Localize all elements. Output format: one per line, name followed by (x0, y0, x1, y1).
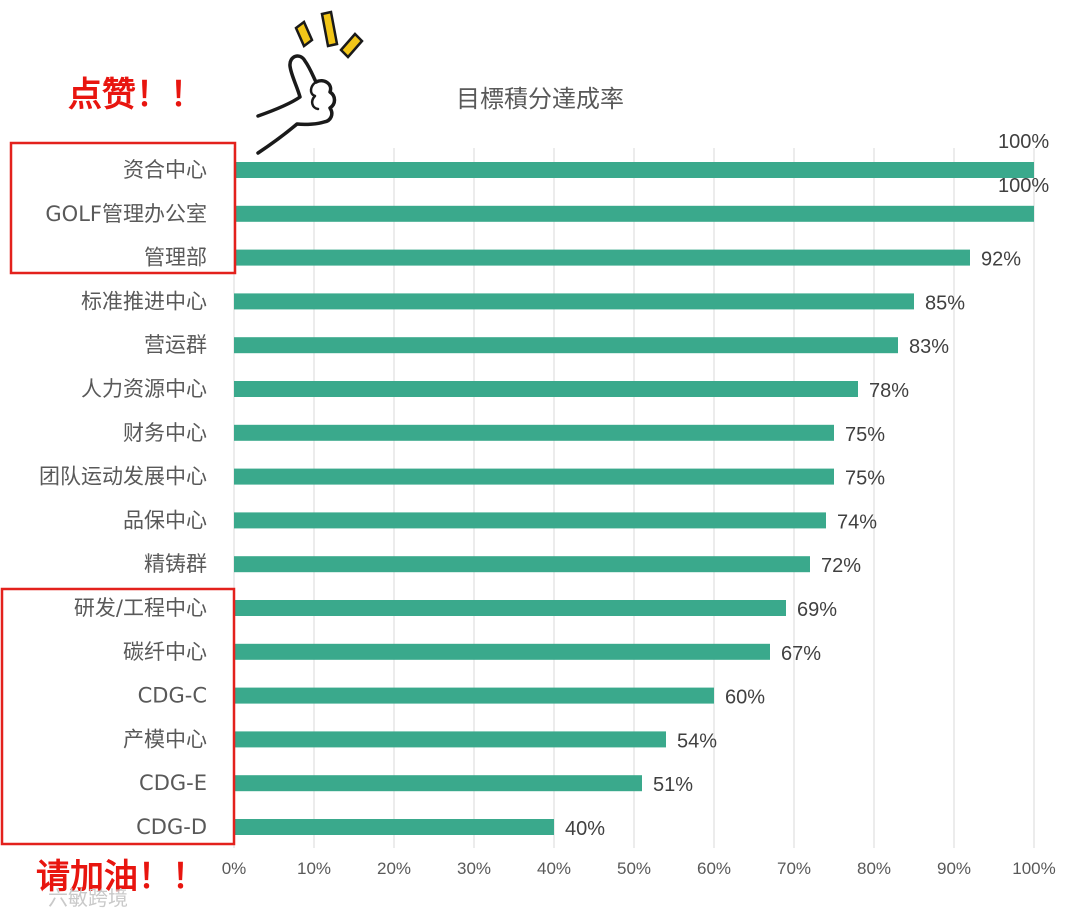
x-tick-label-50: 50% (617, 859, 651, 878)
value-label-12: 60% (725, 687, 765, 709)
chart-title: 目標積分達成率 (456, 85, 624, 113)
category-label-7: 团队运动发展中心 (39, 465, 207, 489)
x-tick-label-60: 60% (697, 859, 731, 878)
value-label-13: 54% (677, 730, 717, 752)
bar-7 (234, 468, 834, 485)
thumbs-up-hand-outline (256, 54, 337, 155)
bar-13 (234, 731, 666, 748)
bar-5 (234, 381, 858, 397)
sparkle-mark-middle (320, 10, 339, 48)
category-label-15: CDG-D (136, 815, 207, 839)
x-axis-tick-labels: 0% 10% 20% 30% 40% 50% 60% 70% 80% 90% 100% (222, 859, 1056, 878)
bar-4 (234, 337, 898, 354)
praise-callout: 点赞！！ (68, 75, 204, 115)
category-label-13: 产模中心 (123, 727, 207, 751)
bar-0 (234, 162, 1034, 178)
value-labels: 100% 100% 92% 85% 83%78% 75% 75% 74% 72% 69% 67% 60… (565, 131, 1049, 840)
value-label-9: 72% (821, 555, 861, 577)
sparkle-mark-right (339, 32, 364, 59)
value-label-8: 74% (837, 511, 877, 533)
x-tick-label-70: 70% (777, 859, 811, 878)
value-label-7: 75% (845, 468, 885, 490)
category-label-0: 资合中心 (123, 158, 207, 182)
category-label-6: 财务中心 (123, 421, 207, 445)
value-label-5: 78% (869, 380, 909, 402)
x-tick-label-10: 10% (297, 859, 331, 878)
bar-6 (234, 424, 834, 441)
watermark-text: 六敏跨境 (48, 886, 128, 910)
bar-10 (234, 600, 786, 616)
value-label-4: 83% (909, 336, 949, 358)
category-label-1: GOLF管理办公室 (45, 202, 207, 226)
value-label-3: 85% (925, 292, 965, 314)
bar-11 (234, 643, 770, 660)
x-tick-label-20: 20% (377, 859, 411, 878)
category-labels: 资合中心 GOLF管理办公室管理部标准推进中心营运群人力资源中心财务中心团队运动发… (39, 158, 207, 839)
x-tick-label-90: 90% (937, 859, 971, 878)
sparkle-marks (294, 10, 364, 59)
category-label-3: 标准推进中心 (81, 289, 207, 313)
value-label-15: 40% (565, 818, 605, 840)
top-performers-highlight-box (9, 141, 237, 275)
value-label-10: 69% (797, 599, 837, 621)
category-label-12: CDG-C (138, 684, 207, 708)
low-performers-highlight-box (0, 587, 236, 846)
value-label-14: 51% (653, 774, 693, 796)
encourage-callout: 请加油！！ (36, 857, 206, 897)
category-label-4: 营运群 (144, 333, 207, 357)
category-label-2: 管理部 (144, 246, 207, 270)
value-label-0: 100% (998, 131, 1049, 153)
sparkle-mark-left (294, 20, 314, 48)
x-tick-label-100: 100% (1012, 859, 1055, 878)
category-label-8: 品保中心 (123, 508, 207, 532)
bar-9 (234, 556, 810, 573)
category-label-14: CDG-E (139, 771, 207, 795)
value-label-11: 67% (781, 643, 821, 665)
x-tick-label-80: 80% (857, 859, 891, 878)
bar-1 (234, 205, 1034, 222)
thumbs-up-finger-lines (309, 80, 320, 111)
bar-2 (234, 249, 970, 266)
category-label-10: 研发/工程中心 (74, 596, 207, 620)
bar-15 (234, 819, 554, 835)
x-tick-label-30: 30% (457, 859, 491, 878)
x-tick-label-40: 40% (537, 859, 571, 878)
bar-12 (234, 687, 714, 704)
thumbs-up-icon (256, 10, 364, 155)
bars (234, 162, 1034, 835)
bar-3 (234, 293, 914, 310)
x-tick-label-0: 0% (222, 859, 247, 878)
value-label-1: 100% (998, 175, 1049, 197)
category-label-11: 碳纤中心 (123, 640, 207, 664)
value-label-2: 92% (981, 249, 1021, 271)
value-label-6: 75% (845, 424, 885, 446)
bar-8 (234, 512, 826, 529)
category-label-5: 人力资源中心 (81, 377, 207, 401)
bar-14 (234, 775, 642, 792)
category-label-9: 精铸群 (144, 552, 207, 576)
